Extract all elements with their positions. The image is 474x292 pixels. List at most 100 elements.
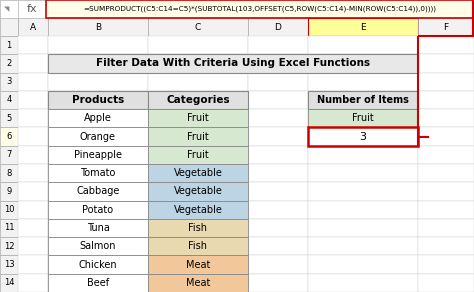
Text: 4: 4: [6, 95, 12, 105]
Text: Tomato: Tomato: [80, 168, 116, 178]
Text: Vegetable: Vegetable: [173, 168, 222, 178]
Bar: [48, 54, 148, 73]
Bar: [148, 256, 248, 274]
Text: Number of Items: Number of Items: [317, 95, 409, 105]
Bar: [308, 109, 418, 127]
Text: Meat: Meat: [186, 278, 210, 288]
Text: D: D: [274, 22, 282, 32]
Text: Vegetable: Vegetable: [173, 205, 222, 215]
Text: Fruit: Fruit: [352, 113, 374, 123]
Text: Salmon: Salmon: [80, 241, 116, 251]
Bar: [148, 18, 248, 36]
Bar: [48, 18, 148, 36]
Bar: [48, 274, 148, 292]
Text: Filter Data With Criteria Using Excel Functions: Filter Data With Criteria Using Excel Fu…: [96, 58, 370, 68]
Text: Categories: Categories: [166, 95, 230, 105]
Bar: [308, 237, 418, 256]
Bar: [248, 73, 308, 91]
Bar: [18, 164, 48, 182]
Bar: [0, 54, 18, 73]
Bar: [48, 36, 148, 54]
Bar: [48, 201, 148, 219]
Bar: [48, 54, 418, 73]
Bar: [418, 219, 474, 237]
Text: 3: 3: [6, 77, 12, 86]
Bar: [248, 127, 308, 146]
Bar: [18, 54, 48, 73]
Bar: [18, 256, 48, 274]
Bar: [48, 237, 148, 256]
Bar: [148, 237, 248, 256]
Bar: [248, 54, 308, 73]
Bar: [148, 274, 248, 292]
Text: 8: 8: [6, 169, 12, 178]
Bar: [308, 182, 418, 201]
Text: E: E: [360, 22, 366, 32]
Bar: [418, 36, 474, 54]
Bar: [308, 219, 418, 237]
Bar: [18, 91, 48, 109]
Bar: [0, 91, 18, 109]
Text: Pineapple: Pineapple: [74, 150, 122, 160]
Bar: [148, 36, 248, 54]
Bar: [148, 146, 248, 164]
Bar: [0, 219, 18, 237]
Bar: [148, 164, 248, 182]
Text: ◥: ◥: [4, 6, 9, 12]
Bar: [418, 18, 474, 36]
Bar: [248, 182, 308, 201]
Bar: [148, 54, 248, 73]
Bar: [148, 109, 248, 127]
Bar: [308, 146, 418, 164]
Text: Chicken: Chicken: [79, 260, 117, 270]
Bar: [18, 201, 48, 219]
Bar: [418, 182, 474, 201]
Bar: [308, 201, 418, 219]
Bar: [248, 201, 308, 219]
Text: Products: Products: [72, 95, 124, 105]
Bar: [18, 127, 48, 146]
Text: Vegetable: Vegetable: [173, 186, 222, 197]
Bar: [18, 219, 48, 237]
Text: Potato: Potato: [82, 205, 114, 215]
Bar: [248, 36, 308, 54]
Bar: [148, 219, 248, 237]
Bar: [0, 0, 18, 18]
Bar: [418, 164, 474, 182]
Bar: [308, 274, 418, 292]
Bar: [248, 146, 308, 164]
Text: 10: 10: [4, 205, 14, 214]
Bar: [148, 182, 248, 201]
Bar: [18, 0, 46, 18]
Bar: [18, 109, 48, 127]
Text: 5: 5: [6, 114, 12, 123]
Bar: [308, 91, 418, 109]
Bar: [18, 237, 48, 256]
Bar: [308, 127, 418, 146]
Bar: [148, 127, 248, 146]
Bar: [248, 274, 308, 292]
Text: 13: 13: [4, 260, 14, 269]
Text: Fruit: Fruit: [187, 132, 209, 142]
Text: 1: 1: [6, 41, 12, 50]
Bar: [148, 164, 248, 182]
Bar: [48, 127, 148, 146]
Bar: [48, 73, 148, 91]
Bar: [148, 256, 248, 274]
Bar: [48, 182, 148, 201]
Bar: [48, 127, 148, 146]
Text: Fish: Fish: [189, 223, 208, 233]
Bar: [148, 91, 248, 109]
Bar: [18, 73, 48, 91]
Text: Orange: Orange: [80, 132, 116, 142]
Bar: [0, 237, 18, 256]
Text: =SUMPRODUCT((C5:C14=C5)*(SUBTOTAL(103,OFFSET(C5,ROW(C5:C14)-MIN(ROW(C5:C14)),0)): =SUMPRODUCT((C5:C14=C5)*(SUBTOTAL(103,OF…: [83, 6, 437, 12]
Bar: [308, 36, 418, 54]
Bar: [0, 274, 18, 292]
Bar: [48, 256, 148, 274]
Bar: [48, 109, 148, 127]
Bar: [418, 109, 474, 127]
Bar: [418, 54, 474, 73]
Bar: [18, 146, 48, 164]
Bar: [148, 109, 248, 127]
